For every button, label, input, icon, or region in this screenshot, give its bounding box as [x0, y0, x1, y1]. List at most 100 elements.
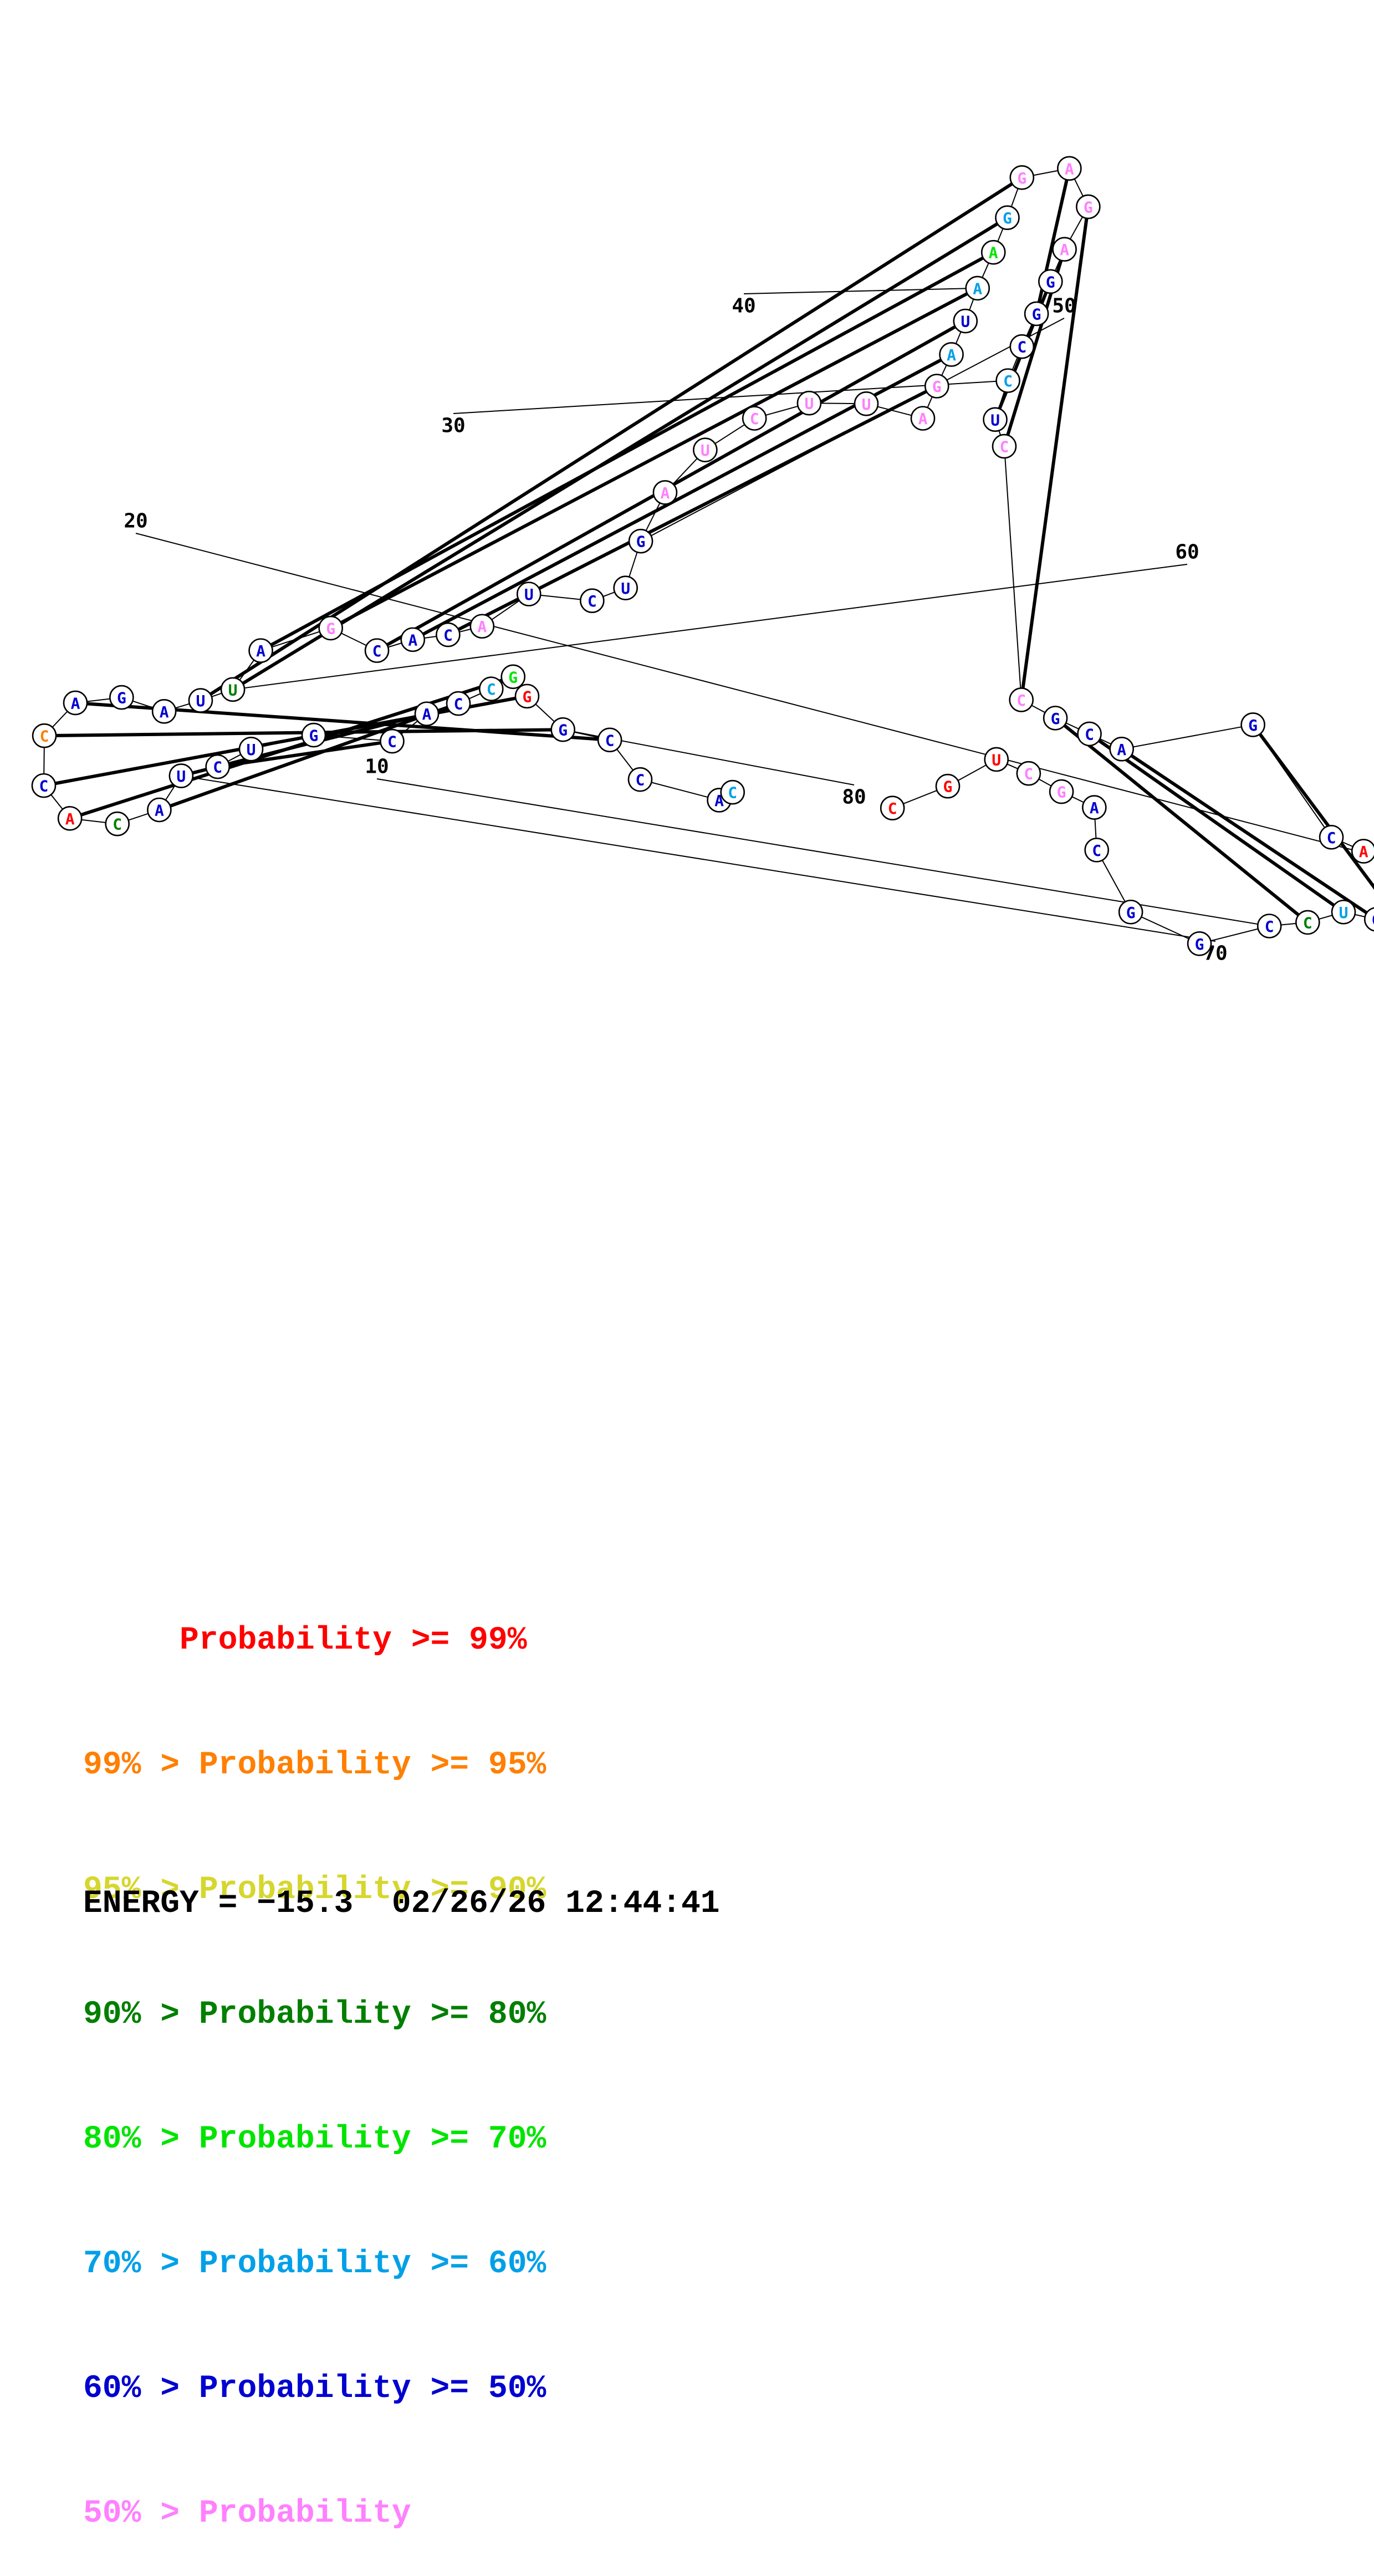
- nucleotide: G: [1363, 907, 1374, 932]
- nucleotide: G: [995, 205, 1020, 230]
- nucleotide: G: [318, 615, 343, 641]
- nucleotide-circle: [105, 811, 130, 836]
- nucleotide: A: [1351, 839, 1374, 864]
- nucleotide-letter: G: [636, 533, 646, 551]
- nucleotide-circle: [188, 688, 213, 713]
- probability-legend: Probability >= 99% 99% > Probability >= …: [83, 1537, 546, 2576]
- nucleotide: C: [1009, 687, 1034, 712]
- nucleotide-letter: A: [989, 244, 998, 262]
- nucleotide-letter: C: [605, 731, 615, 749]
- backbone-segment: [1130, 911, 1200, 945]
- nucleotide-letter: G: [1051, 710, 1060, 728]
- nucleotide-circle: [500, 664, 526, 690]
- nucleotides: CGUCGACGGCCUGACUUCGAACGACGCCUCCGGAGAGGAA…: [31, 156, 1374, 956]
- nucleotide-letter: G: [1003, 209, 1012, 227]
- numbering-tick: [135, 533, 1374, 856]
- base-pair-bond: [1019, 206, 1090, 700]
- nucleotide: U: [953, 308, 978, 334]
- numbering-tick: [232, 564, 1188, 690]
- nucleotide-letter: C: [1024, 765, 1033, 783]
- nucleotide-circle: [1082, 795, 1107, 820]
- nucleotide: G: [1076, 194, 1101, 220]
- nucleotide-letter: A: [1060, 241, 1069, 259]
- base-pair-bond: [260, 251, 994, 652]
- nucleotide-letter: A: [947, 346, 956, 364]
- nucleotide-letter: A: [256, 642, 265, 660]
- nucleotide: G: [935, 773, 961, 799]
- nucleotide: C: [1009, 334, 1035, 359]
- nucleotide-letter: C: [39, 777, 49, 795]
- position-number-label: 60: [1175, 541, 1199, 564]
- nucleotide: G: [1043, 706, 1068, 731]
- nucleotide-circle: [1043, 706, 1068, 731]
- nucleotide: C: [205, 754, 230, 779]
- nucleotide-letter: A: [661, 484, 670, 502]
- nucleotide-letter: U: [701, 441, 710, 460]
- nucleotide-circle: [400, 627, 426, 652]
- nucleotide-circle: [151, 699, 177, 724]
- nucleotide-letter: A: [1117, 741, 1126, 759]
- nucleotide-circle: [516, 581, 542, 606]
- nucleotide-letter: A: [422, 705, 432, 723]
- legend-line-90: 95% > Probability >= 90%: [83, 1872, 546, 1908]
- nucleotide-circle: [693, 437, 718, 462]
- nucleotide: C: [1077, 721, 1102, 747]
- nucleotide: C: [1295, 910, 1320, 935]
- nucleotide: G: [1038, 269, 1063, 294]
- nucleotide: C: [720, 779, 745, 805]
- nucleotide-letter: G: [558, 721, 568, 739]
- nucleotide: C: [1319, 825, 1344, 850]
- nucleotide-letter: C: [728, 784, 737, 802]
- nucleotide-letter: C: [1092, 841, 1101, 860]
- nucleotide: C: [995, 368, 1020, 393]
- nucleotide-circle: [436, 622, 461, 647]
- nucleotide-circle: [992, 433, 1017, 459]
- nucleotide: G: [514, 683, 540, 709]
- nucleotide: C: [1084, 838, 1110, 863]
- nucleotide-letter: G: [932, 378, 942, 396]
- legend-line-95: 99% > Probability >= 95%: [83, 1747, 546, 1783]
- nucleotide: C: [446, 691, 471, 716]
- position-number-label: 40: [732, 295, 755, 318]
- base-pair-bond: [200, 176, 1023, 702]
- nucleotide-circle: [1295, 910, 1320, 935]
- nucleotide-circle: [597, 727, 622, 753]
- nucleotide-circle: [248, 638, 273, 663]
- nucleotide-letter: G: [1126, 904, 1136, 922]
- nucleotide-letter: G: [1248, 716, 1258, 734]
- nucleotide-letter: U: [804, 395, 814, 413]
- nucleotide: C: [364, 638, 390, 663]
- nucleotide-circle: [1331, 899, 1356, 925]
- nucleotide: A: [57, 806, 83, 831]
- nucleotide: C: [742, 406, 767, 431]
- base-pair-bond: [1121, 747, 1374, 920]
- nucleotide-circle: [220, 677, 246, 702]
- nucleotide-letter: G: [523, 687, 532, 706]
- nucleotide-letter: A: [477, 618, 487, 636]
- numbering-tick: [743, 287, 978, 294]
- nucleotide-letter: A: [65, 810, 75, 828]
- nucleotide-circle: [984, 747, 1009, 772]
- numbering-tick: [181, 775, 1216, 942]
- nucleotide-circle: [580, 588, 605, 613]
- nucleotide-circle: [205, 754, 230, 779]
- nucleotide-circle: [1057, 156, 1082, 181]
- nucleotide-circle: [238, 737, 264, 762]
- numbering-tick: [453, 380, 1008, 414]
- nucleotide-letter: C: [750, 410, 759, 428]
- nucleotide-circle: [1109, 737, 1134, 762]
- nucleotide-letter: U: [196, 692, 206, 710]
- nucleotide-circle: [910, 406, 936, 431]
- nucleotide-circle: [980, 239, 1006, 265]
- nucleotide-circle: [796, 390, 822, 416]
- nucleotide-circle: [613, 575, 638, 600]
- nucleotide-circle: [514, 683, 540, 709]
- nucleotide-letter: C: [1303, 914, 1312, 932]
- nucleotide-circle: [1084, 838, 1110, 863]
- nucleotide: G: [1118, 899, 1143, 925]
- nucleotide-circle: [147, 797, 172, 823]
- nucleotide-letter: A: [1090, 799, 1099, 817]
- nucleotide: G: [1009, 165, 1035, 190]
- nucleotide-letter: C: [588, 592, 597, 610]
- nucleotide-letter: C: [1265, 917, 1274, 936]
